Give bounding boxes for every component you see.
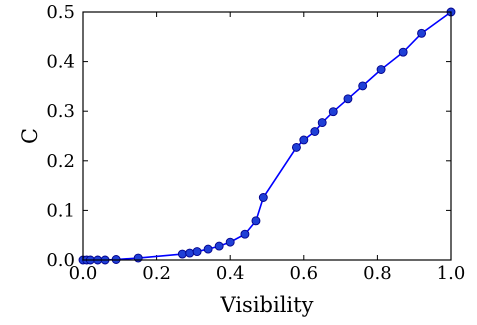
data-point	[291, 142, 301, 152]
data-point	[177, 249, 187, 259]
y-tick-label: 0.2	[46, 151, 75, 172]
y-tick-label: 0.3	[46, 101, 75, 122]
data-point	[133, 253, 143, 263]
plot-frame	[82, 11, 452, 261]
data-point	[185, 248, 195, 258]
x-tick-label: 0.8	[363, 263, 392, 284]
data-point	[225, 237, 235, 247]
x-tick-label: 0.4	[216, 263, 245, 284]
data-point	[328, 107, 338, 117]
x-tick-label: 1.0	[437, 263, 466, 284]
data-point	[343, 94, 353, 104]
ticks-layer: 0.0 0.2 0.4 0.6 0.8 1.0 0.0 0.1 0.2 0.3 0.4 0.5	[46, 2, 465, 284]
x-tick-label: 0.0	[69, 263, 98, 284]
data-point	[398, 47, 408, 57]
x-axis-label: Visibility	[220, 293, 314, 317]
data-point	[251, 216, 261, 226]
y-tick-label: 0.5	[46, 2, 75, 23]
y-tick-label: 0.1	[46, 200, 75, 221]
y-tick-label: 0.0	[46, 250, 75, 271]
data-point	[214, 241, 224, 251]
y-axis-label: C	[18, 128, 42, 144]
data-point	[358, 81, 368, 91]
data-point	[299, 135, 309, 145]
data-point	[258, 193, 268, 202]
data-point	[203, 244, 213, 254]
data-point	[240, 229, 250, 239]
y-tick-label: 0.4	[46, 52, 75, 73]
x-tick-label: 0.2	[142, 263, 171, 284]
data-point	[192, 247, 202, 257]
data-point	[310, 127, 320, 136]
data-point	[317, 118, 327, 128]
series-line	[83, 11, 452, 261]
data-point	[417, 28, 427, 38]
data-point	[376, 65, 386, 74]
x-tick-label: 0.6	[289, 263, 318, 284]
series-layer	[78, 7, 456, 265]
